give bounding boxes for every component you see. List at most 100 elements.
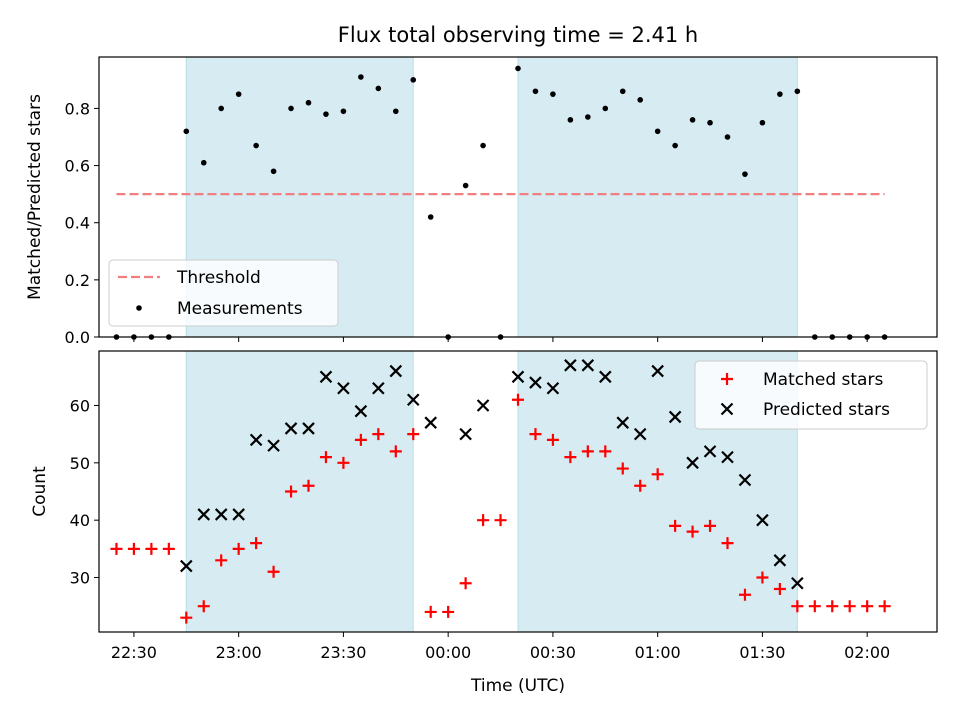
y-axis-label-top: Matched/Predicted stars (25, 94, 45, 300)
predicted-star-point (738, 473, 752, 487)
measurement-point (288, 105, 294, 112)
predicted-star-point (564, 359, 577, 372)
legend-box (108, 259, 339, 327)
y-tick-label: 0.4 (65, 214, 90, 233)
predicted-star-point (511, 370, 525, 384)
measurement-point (253, 142, 259, 149)
measurement-point (410, 77, 417, 83)
predicted-star-point (232, 508, 245, 521)
measurement-point (323, 111, 329, 117)
matched-star-point (197, 600, 210, 613)
matched-star-point (267, 565, 280, 578)
measurement-point (218, 105, 225, 112)
measurement-point (305, 99, 312, 106)
shaded-interval (185, 350, 414, 633)
predicted-star-point (406, 393, 420, 407)
measurement-point (619, 88, 626, 95)
measurement-point (759, 119, 766, 126)
measurement-point (200, 159, 207, 166)
matched-star-point (250, 537, 263, 550)
predicted-star-point (180, 559, 193, 573)
matched-star-point (546, 433, 559, 446)
measurement-point (742, 171, 748, 177)
matched-star-point (721, 537, 734, 550)
matched-star-point (127, 542, 140, 555)
matched-star-point (285, 485, 298, 498)
matched-star-point (337, 456, 350, 469)
matched-star-point (686, 525, 699, 538)
matched-star-point (319, 451, 332, 464)
panel-1-frame (98, 56, 938, 338)
matched-star-point (529, 428, 542, 441)
predicted-star-point (599, 370, 612, 384)
matched-star-point (494, 514, 507, 527)
predicted-star-point (267, 439, 280, 452)
predicted-star-point (721, 450, 734, 464)
predicted-star-point (354, 404, 368, 418)
x-tick-label: 02:00 (844, 643, 890, 662)
measurement-point (637, 97, 644, 103)
predicted-star-point (546, 381, 560, 395)
y-tick-label: 0.8 (65, 99, 90, 118)
matched-star-point (843, 600, 856, 613)
matched-star-point (354, 433, 367, 446)
measurement-point (707, 119, 713, 126)
predicted-star-point (703, 445, 717, 458)
matched-star-point (651, 468, 664, 481)
legend-predicted-label: Predicted stars (763, 400, 890, 420)
matched-star-point (826, 600, 839, 613)
matched-star-point (634, 479, 647, 492)
matched-star-point (738, 588, 751, 601)
measurement-point (358, 74, 364, 80)
measurement-point (567, 117, 574, 123)
matched-star-point (791, 600, 804, 613)
predicted-star-point (791, 576, 804, 590)
predicted-star-point (302, 422, 315, 435)
measurement-point (427, 214, 434, 220)
legend-predicted-swatch (720, 402, 734, 416)
predicted-star-point (389, 364, 403, 378)
y-tick-label: 0.6 (65, 157, 90, 176)
measurement-point (672, 142, 678, 149)
y-tick-label: 30 (70, 569, 90, 588)
matched-star-point (442, 605, 455, 618)
measurement-point (235, 91, 242, 97)
measurement-point (532, 88, 539, 95)
measurement-point (724, 134, 731, 140)
shaded-interval (517, 56, 798, 338)
chart-title: Flux total observing time = 2.41 h (338, 23, 698, 47)
x-tick-label: 01:00 (635, 643, 681, 662)
predicted-star-point (284, 422, 298, 435)
measurement-point (480, 142, 486, 149)
measurement-point (602, 105, 609, 112)
matched-star-point (302, 479, 315, 492)
matched-star-point (424, 605, 437, 618)
predicted-star-point (773, 554, 787, 567)
measurement-point (585, 114, 591, 120)
legend-threshold-label: Threshold (176, 268, 261, 288)
predicted-star-point (214, 508, 228, 521)
predicted-star-point (372, 381, 385, 395)
measurement-point (777, 91, 783, 97)
measurement-point (794, 88, 801, 95)
predicted-star-point (686, 456, 699, 470)
x-tick-label: 00:00 (425, 643, 471, 662)
measurement-point (270, 168, 277, 175)
matched-star-point (389, 445, 402, 458)
matched-star-point (564, 451, 577, 464)
x-tick-label: 01:30 (739, 643, 785, 662)
predicted-star-point (651, 364, 664, 378)
predicted-star-point (424, 416, 437, 429)
matched-star-point (808, 600, 821, 613)
predicted-star-point (581, 359, 595, 372)
panel-2-frame (98, 350, 938, 633)
x-tick-label: 00:30 (530, 643, 576, 662)
x-tick-label: 22:30 (111, 643, 157, 662)
matched-star-point (180, 611, 193, 624)
matched-star-point (616, 462, 629, 475)
y-axis-label-bottom: Count (30, 466, 50, 517)
matched-star-point (232, 542, 245, 555)
matched-star-point (704, 519, 717, 532)
